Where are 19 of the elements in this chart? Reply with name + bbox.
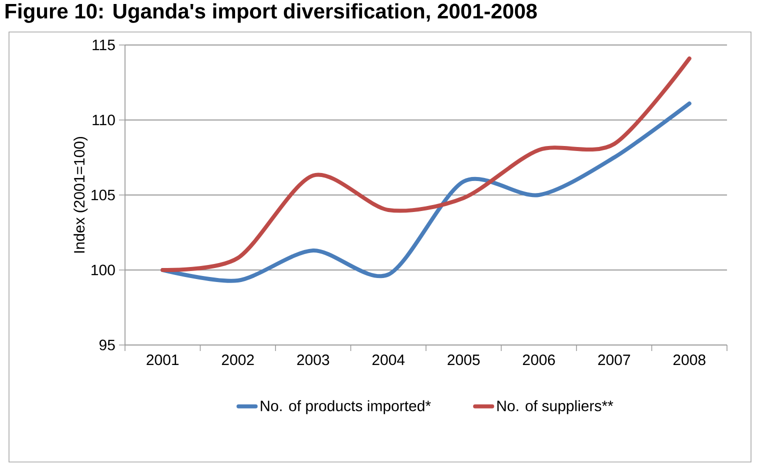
x-tick-label: 2004 xyxy=(372,354,405,366)
y-tick-label: 115 xyxy=(92,40,115,50)
x-tick-label: 2005 xyxy=(448,354,480,366)
x-tick-label: 2007 xyxy=(598,354,630,366)
y-tick-label: 105 xyxy=(92,190,115,200)
legend-label: No. of suppliers** xyxy=(497,400,614,414)
x-tick-label: 2001 xyxy=(146,354,179,366)
x-tick-label: 2002 xyxy=(222,354,254,366)
x-tick-label: 2003 xyxy=(297,354,330,366)
y-tick-label: 100 xyxy=(92,264,115,276)
x-tick-label: 2006 xyxy=(522,354,555,366)
chart-title: Figure 10: Uganda's import diversification, 2001-2008 xyxy=(6,3,537,23)
legend-label: No. of products imported* xyxy=(260,400,431,414)
y-axis-title: Index (2001=100) xyxy=(74,136,88,253)
y-tick-label: 95 xyxy=(99,340,115,350)
x-tick-label: 2008 xyxy=(673,354,706,366)
line-series xyxy=(160,102,692,283)
line-series xyxy=(160,56,692,272)
y-tick-label: 110 xyxy=(92,114,115,126)
